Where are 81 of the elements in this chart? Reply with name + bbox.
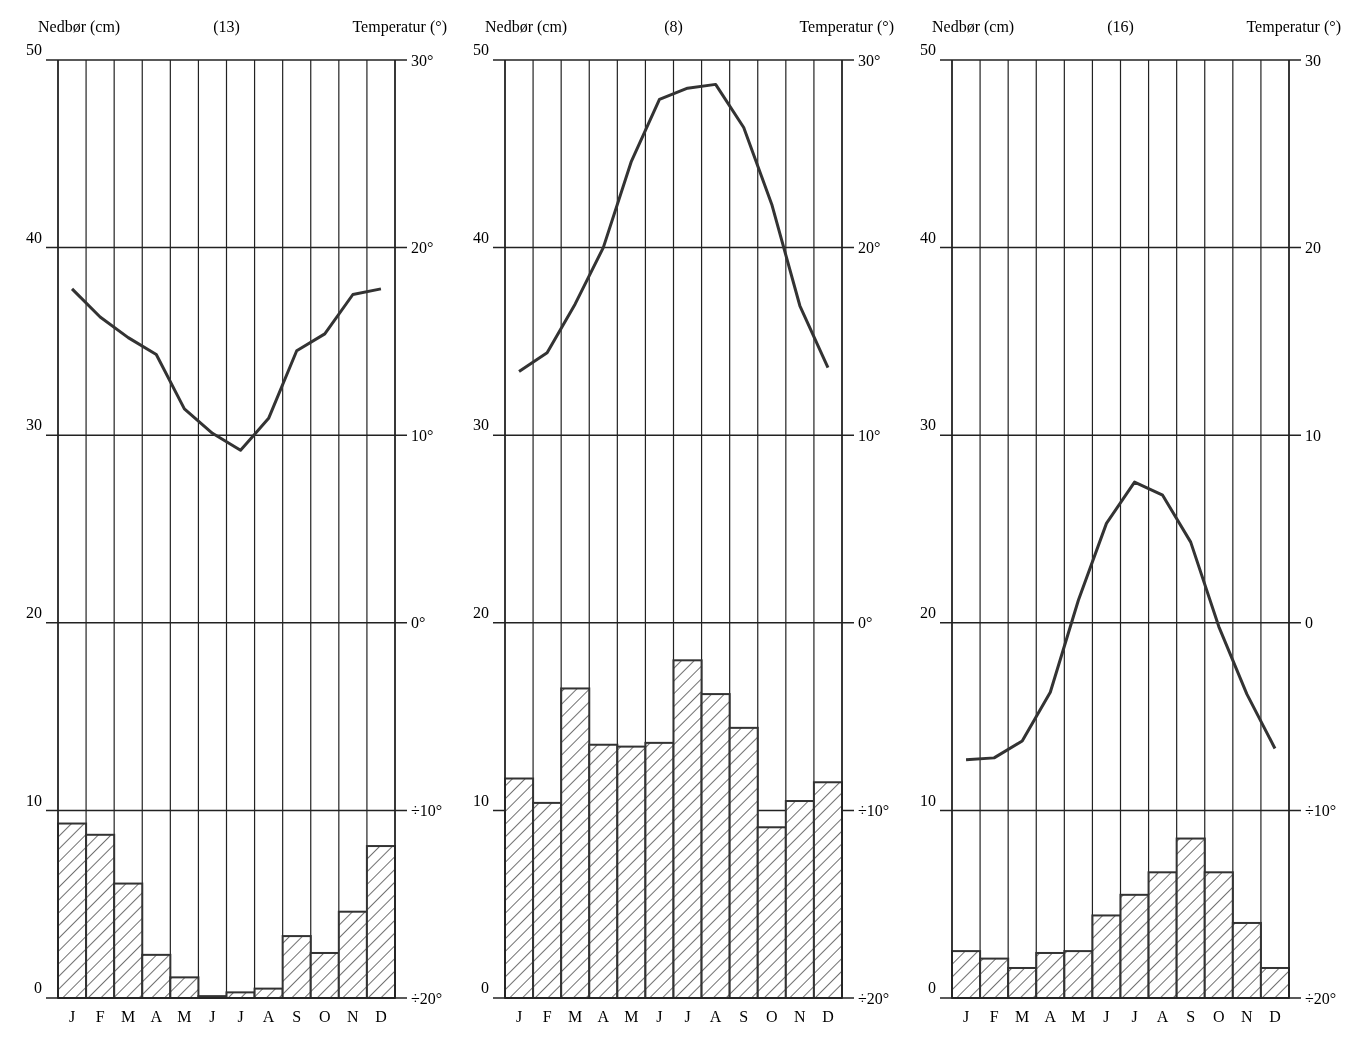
y-tick-label: 40 [920,228,936,246]
y-tick-label: 30 [920,416,936,434]
y2-tick-label: 30 [1305,51,1321,69]
x-tick-label: F [989,1008,999,1025]
x-tick-label: J [656,1008,663,1025]
chart-title: (16) [1107,18,1134,36]
x-tick-label: J [68,1008,76,1025]
y2-tick-label: ÷10° [858,802,890,819]
x-tick-label: A [1156,1008,1169,1025]
x-tick-label: F [542,1008,552,1025]
y2-tick-label: 0° [858,614,873,632]
y-tick-label: 10 [920,791,936,809]
y-tick-label: 50 [473,41,489,59]
y2-axis-title: Temperatur (°) [352,18,447,36]
y-tick-label: 40 [26,228,42,246]
chart-title: (13) [213,18,240,36]
y-tick-label: 30 [473,416,489,434]
x-tick-label: M [1071,1008,1086,1025]
y-tick-label: 0 [481,979,489,997]
y2-axis-title: Temperatur (°) [1246,18,1341,36]
x-tick-label: D [1269,1008,1281,1025]
x-tick-label: J [1103,1008,1110,1025]
y-axis-title: Nedbør (cm) [485,18,568,36]
y2-tick-label: 10° [411,426,434,444]
y2-tick-label: ÷20° [411,989,443,1007]
y2-tick-label: 20 [1305,239,1321,257]
x-tick-label: N [347,1008,360,1025]
x-tick-label: M [624,1008,639,1025]
y-tick-label: 20 [26,604,42,621]
x-tick-label: O [319,1008,331,1025]
y-tick-label: 40 [473,228,489,246]
x-tick-label: J [962,1008,970,1025]
y-tick-label: 50 [920,41,936,59]
y-tick-label: 50 [26,41,42,59]
x-tick-label: A [597,1008,610,1025]
y2-tick-label: 20° [858,239,881,257]
x-tick-label: S [292,1008,302,1025]
y2-tick-label: 30° [411,51,434,69]
y-tick-label: 30 [26,416,42,434]
y2-tick-label: 20° [411,239,434,257]
x-tick-label: D [375,1008,387,1025]
y-tick-label: 0 [928,979,936,997]
x-tick-label: A [262,1008,275,1025]
y2-tick-label: ÷20° [1305,989,1337,1007]
y2-tick-label: 10 [1305,426,1321,444]
x-tick-label: D [822,1008,834,1025]
y-tick-label: 0 [34,979,42,997]
x-tick-label: N [794,1008,807,1025]
y-tick-label: 10 [26,791,42,809]
y2-axis-title: Temperatur (°) [799,18,894,36]
y2-tick-label: ÷10° [1305,802,1337,819]
x-tick-label: S [739,1008,749,1025]
y-tick-label: 20 [920,604,936,621]
x-tick-label: F [95,1008,105,1025]
x-tick-label: J [515,1008,523,1025]
x-tick-label: O [1213,1008,1225,1025]
y2-tick-label: ÷20° [858,989,890,1007]
y2-tick-label: 0 [1305,614,1313,632]
x-tick-label: M [568,1008,583,1025]
x-tick-label: M [177,1008,192,1025]
x-tick-label: A [709,1008,722,1025]
x-tick-label: O [766,1008,778,1025]
x-tick-label: A [150,1008,163,1025]
y2-tick-label: 30° [858,51,881,69]
y2-tick-label: 0° [411,614,426,632]
y-tick-label: 10 [473,791,489,809]
x-tick-label: J [1131,1008,1138,1025]
y-axis-title: Nedbør (cm) [38,18,121,36]
x-tick-label: N [1241,1008,1254,1025]
chart-title: (8) [664,18,683,36]
y-tick-label: 20 [473,604,489,621]
x-tick-label: A [1044,1008,1057,1025]
x-tick-label: M [1015,1008,1030,1025]
x-tick-label: M [121,1008,136,1025]
y2-tick-label: ÷10° [411,802,443,819]
y2-tick-label: 10° [858,426,881,444]
x-tick-label: S [1186,1008,1196,1025]
x-tick-label: J [684,1008,691,1025]
x-tick-label: J [209,1008,216,1025]
x-tick-label: J [237,1008,244,1025]
y-axis-title: Nedbør (cm) [932,18,1015,36]
